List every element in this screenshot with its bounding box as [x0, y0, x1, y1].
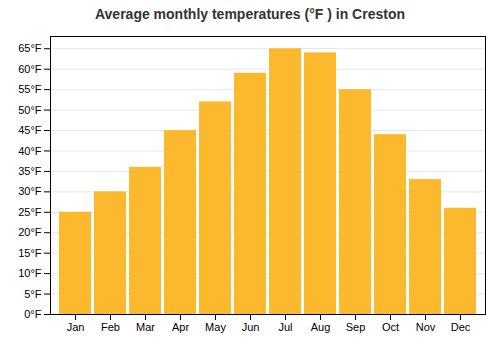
html-text:Average monthly temperatures (: Average monthly temperatures (°F ) in Cr…	[95, 6, 405, 22]
svg-text:50°F: 50°F	[18, 104, 42, 116]
svg-text:Jun: Jun	[242, 321, 260, 333]
svg-text:10°F: 10°F	[18, 267, 42, 279]
svg-text:15°F: 15°F	[18, 247, 42, 259]
svg-text:40°F: 40°F	[18, 144, 42, 156]
svg-text:Nov: Nov	[416, 321, 436, 333]
svg-text:Apr: Apr	[172, 321, 189, 333]
svg-text:45°F: 45°F	[18, 124, 42, 136]
svg-text:Aug: Aug	[311, 321, 331, 333]
svg-text:55°F: 55°F	[18, 83, 42, 95]
svg-text:25°F: 25°F	[18, 206, 42, 218]
svg-text:20°F: 20°F	[18, 226, 42, 238]
svg-text:Dec: Dec	[451, 321, 471, 333]
svg-text:5°F: 5°F	[24, 288, 42, 300]
svg-text:0°F: 0°F	[24, 308, 42, 320]
svg-text:May: May	[205, 321, 226, 333]
svg-text:Feb: Feb	[101, 321, 120, 333]
svg-text:30°F: 30°F	[18, 185, 42, 197]
svg-text:Jan: Jan	[67, 321, 85, 333]
svg-text:60°F: 60°F	[18, 63, 42, 75]
svg-text:Sep: Sep	[346, 321, 366, 333]
svg-text:Oct: Oct	[382, 321, 399, 333]
svg-text:Mar: Mar	[136, 321, 155, 333]
svg-text:35°F: 35°F	[18, 165, 42, 177]
svg-text:65°F: 65°F	[18, 42, 42, 54]
svg-text:Jul: Jul	[278, 321, 292, 333]
